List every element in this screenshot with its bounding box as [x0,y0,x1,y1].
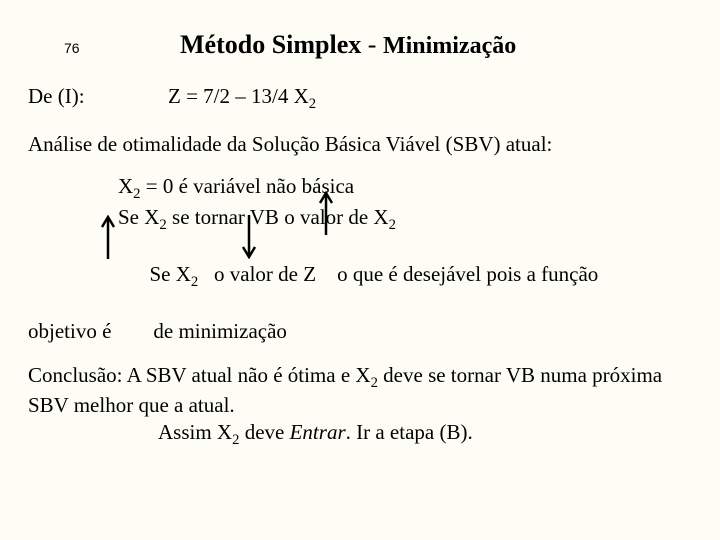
l2sub: 2 [159,217,166,233]
analysis-block: X2 = 0 é variável não básica Se X2 se to… [28,173,692,343]
l2a: Se X [118,205,159,229]
block-line-1: X2 = 0 é variável não básica [28,173,692,204]
eq-sub: 2 [309,96,316,112]
l3a: Se X [150,262,191,286]
c2i: Entrar [290,420,346,444]
l2b: se tornar VB o valor de X [167,205,389,229]
c2a: Assim X [158,420,232,444]
c1sub: 2 [371,375,378,391]
header-row: 76 Método Simplex - Minimização [28,30,692,60]
l3b: o valor de Z o que é desejável pois a fu… [198,262,598,286]
block-line-4: objetivo é de minimização [28,318,692,344]
conclusion: Conclusão: A SBV atual não é ótima e X2 … [28,362,692,449]
eq-pre: Z = 7/2 – 13/4 X [168,84,309,108]
equation-label: De (I): [28,84,168,113]
equation-expr: Z = 7/2 – 13/4 X2 [168,84,316,113]
page-number: 76 [28,40,144,56]
l2sub2: 2 [389,217,396,233]
slide-title: Método Simplex - Minimização [144,30,516,60]
block-line-2: Se X2 se tornar VB o valor de X2 [28,204,692,235]
c2c: . Ir a etapa (B). [346,420,473,444]
title-sub: Minimização [383,33,516,59]
block-line-3: Se X2 o valor de Z o que é desejável poi… [28,235,692,318]
l1a: X [118,174,133,198]
title-sep: - [361,30,383,59]
slide: 76 Método Simplex - Minimização De (I): … [0,0,720,540]
title-main: Método Simplex [180,30,361,59]
l1b: = 0 é variável não básica [141,174,355,198]
c2b: deve [239,420,289,444]
analysis-line: Análise de otimalidade da Solução Básica… [28,131,692,157]
c1a: Conclusão: A SBV atual não é ótima e X [28,363,371,387]
l1sub: 2 [133,187,140,203]
equation-row: De (I): Z = 7/2 – 13/4 X2 [28,84,692,113]
